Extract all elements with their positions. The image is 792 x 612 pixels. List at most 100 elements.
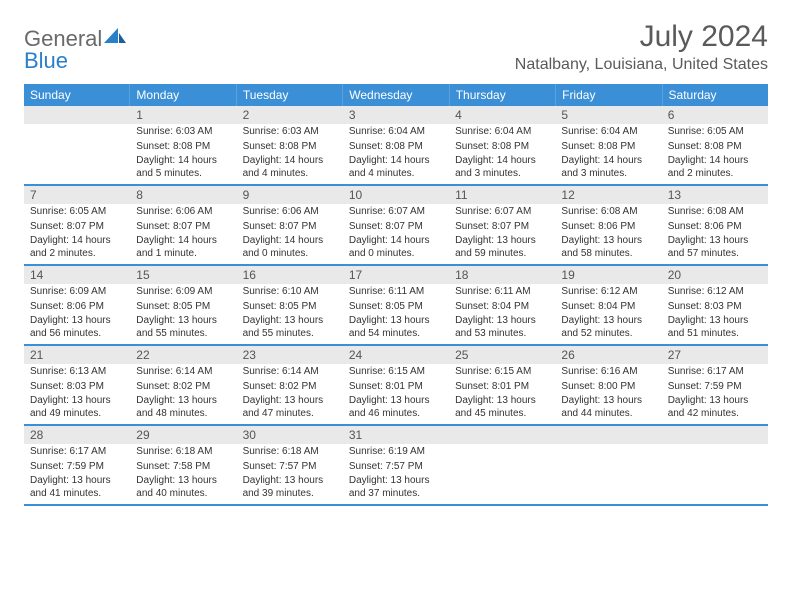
day-cell: 5Sunrise: 6:04 AMSunset: 8:08 PMDaylight… — [555, 106, 661, 184]
brand-part2: Blue — [24, 48, 68, 74]
day-number: 20 — [662, 266, 768, 284]
day-number: 14 — [24, 266, 130, 284]
day-number: 27 — [662, 346, 768, 364]
day-cell: 29Sunrise: 6:18 AMSunset: 7:58 PMDayligh… — [130, 426, 236, 504]
day-cell: 19Sunrise: 6:12 AMSunset: 8:04 PMDayligh… — [555, 266, 661, 344]
day-header: Monday — [130, 84, 236, 106]
day-detail-line: Daylight: 13 hours and 54 minutes. — [343, 313, 449, 340]
day-detail-line: Sunset: 7:59 PM — [662, 379, 768, 394]
day-cell: 17Sunrise: 6:11 AMSunset: 8:05 PMDayligh… — [343, 266, 449, 344]
week-row: 28Sunrise: 6:17 AMSunset: 7:59 PMDayligh… — [24, 426, 768, 506]
day-number: 25 — [449, 346, 555, 364]
day-detail-line: Daylight: 14 hours and 0 minutes. — [343, 233, 449, 260]
week-row: 1Sunrise: 6:03 AMSunset: 8:08 PM Daylight… — [24, 106, 768, 186]
day-number: 1 — [130, 106, 236, 124]
day-number — [449, 426, 555, 444]
day-detail-line: Sunrise: 6:19 AM — [343, 444, 449, 459]
day-detail-line: Daylight: 14 hours and 2 minutes. — [24, 233, 130, 260]
day-number: 10 — [343, 186, 449, 204]
day-number: 13 — [662, 186, 768, 204]
day-cell: 2Sunrise: 6:03 AMSunset: 8:08 PMDaylight… — [237, 106, 343, 184]
day-detail-line: Sunrise: 6:04 AM — [343, 124, 449, 139]
day-detail-line: Sunrise: 6:10 AM — [237, 284, 343, 299]
day-cell: 27Sunrise: 6:17 AMSunset: 7:59 PMDayligh… — [662, 346, 768, 424]
day-cell: 12Sunrise: 6:08 AMSunset: 8:06 PMDayligh… — [555, 186, 661, 264]
day-detail-line: Sunset: 8:06 PM — [662, 219, 768, 234]
week-row: 7Sunrise: 6:05 AMSunset: 8:07 PMDaylight… — [24, 186, 768, 266]
day-number — [555, 426, 661, 444]
day-detail-line: Sunset: 8:05 PM — [343, 299, 449, 314]
day-detail-line: Sunset: 8:06 PM — [24, 299, 130, 314]
day-cell: 28Sunrise: 6:17 AMSunset: 7:59 PMDayligh… — [24, 426, 130, 504]
calendar: SundayMondayTuesdayWednesdayThursdayFrid… — [24, 84, 768, 506]
day-detail-line: Sunset: 8:01 PM — [343, 379, 449, 394]
day-detail-line: Daylight: 13 hours and 55 minutes. — [237, 313, 343, 340]
day-detail-line: Daylight: 13 hours and 45 minutes. — [449, 393, 555, 420]
day-detail-line: Sunset: 8:03 PM — [662, 299, 768, 314]
day-number: 3 — [343, 106, 449, 124]
day-number: 6 — [662, 106, 768, 124]
day-header: Sunday — [24, 84, 130, 106]
day-detail-line: Daylight: 13 hours and 59 minutes. — [449, 233, 555, 260]
day-cell: 9Sunrise: 6:06 AMSunset: 8:07 PMDaylight… — [237, 186, 343, 264]
day-detail-line: Sunset: 7:59 PM — [24, 459, 130, 474]
day-detail-line: Sunset: 8:04 PM — [449, 299, 555, 314]
day-detail-line: Sunrise: 6:03 AM — [130, 124, 236, 139]
day-detail-line: Sunset: 7:57 PM — [343, 459, 449, 474]
day-cell: 20Sunrise: 6:12 AMSunset: 8:03 PMDayligh… — [662, 266, 768, 344]
day-number — [24, 106, 130, 124]
day-header: Tuesday — [237, 84, 343, 106]
day-detail-line: Sunset: 8:02 PM — [130, 379, 236, 394]
week-row: 21Sunrise: 6:13 AMSunset: 8:03 PMDayligh… — [24, 346, 768, 426]
day-detail-line: Daylight: 13 hours and 53 minutes. — [449, 313, 555, 340]
day-detail-line: Sunrise: 6:18 AM — [237, 444, 343, 459]
day-cell: 13Sunrise: 6:08 AMSunset: 8:06 PMDayligh… — [662, 186, 768, 264]
day-detail-line: Sunset: 8:08 PM — [237, 139, 343, 154]
day-number: 11 — [449, 186, 555, 204]
day-detail-line: Daylight: 14 hours and 3 minutes. — [555, 153, 661, 180]
day-detail-line: Sunrise: 6:04 AM — [555, 124, 661, 139]
day-detail-line: Sunset: 7:57 PM — [237, 459, 343, 474]
day-cell: 10Sunrise: 6:07 AMSunset: 8:07 PMDayligh… — [343, 186, 449, 264]
day-detail-line: Sunrise: 6:08 AM — [555, 204, 661, 219]
day-cell: 7Sunrise: 6:05 AMSunset: 8:07 PMDaylight… — [24, 186, 130, 264]
day-number: 23 — [237, 346, 343, 364]
day-number: 24 — [343, 346, 449, 364]
day-detail-line: Sunset: 8:07 PM — [130, 219, 236, 234]
day-header: Saturday — [663, 84, 768, 106]
day-detail-line: Daylight: 13 hours and 44 minutes. — [555, 393, 661, 420]
day-detail-line: Sunset: 8:04 PM — [555, 299, 661, 314]
day-cell: 3Sunrise: 6:04 AMSunset: 8:08 PMDaylight… — [343, 106, 449, 184]
day-number: 5 — [555, 106, 661, 124]
day-detail-line: Sunrise: 6:13 AM — [24, 364, 130, 379]
day-detail-line: Sunrise: 6:15 AM — [449, 364, 555, 379]
day-number: 30 — [237, 426, 343, 444]
day-cell: 15Sunrise: 6:09 AMSunset: 8:05 PMDayligh… — [130, 266, 236, 344]
day-detail-line: Daylight: 13 hours and 49 minutes. — [24, 393, 130, 420]
month-title: July 2024 — [515, 20, 768, 54]
day-detail-line: Sunrise: 6:11 AM — [449, 284, 555, 299]
day-detail-line: Sunset: 8:07 PM — [449, 219, 555, 234]
day-detail-line: Daylight: 13 hours and 42 minutes. — [662, 393, 768, 420]
logo-sail-icon — [104, 26, 126, 52]
day-number: 29 — [130, 426, 236, 444]
day-detail-line: Sunrise: 6:14 AM — [130, 364, 236, 379]
day-cell: 26Sunrise: 6:16 AMSunset: 8:00 PMDayligh… — [555, 346, 661, 424]
day-number: 22 — [130, 346, 236, 364]
day-detail-line: Daylight: 13 hours and 58 minutes. — [555, 233, 661, 260]
day-detail-line: Sunrise: 6:11 AM — [343, 284, 449, 299]
day-detail-line: Daylight: 13 hours and 48 minutes. — [130, 393, 236, 420]
day-number: 17 — [343, 266, 449, 284]
day-cell: 8Sunrise: 6:06 AMSunset: 8:07 PMDaylight… — [130, 186, 236, 264]
day-detail-line: Sunrise: 6:07 AM — [343, 204, 449, 219]
day-detail-line: Sunset: 8:08 PM — [130, 139, 236, 154]
day-detail-line: Sunset: 8:02 PM — [237, 379, 343, 394]
day-detail-line: Sunrise: 6:03 AM — [237, 124, 343, 139]
day-number: 15 — [130, 266, 236, 284]
day-detail-line: Daylight: 13 hours and 52 minutes. — [555, 313, 661, 340]
day-detail-line: Daylight: 14 hours and 3 minutes. — [449, 153, 555, 180]
day-number: 21 — [24, 346, 130, 364]
day-number: 28 — [24, 426, 130, 444]
day-detail-line: Daylight: 13 hours and 41 minutes. — [24, 473, 130, 500]
day-header: Wednesday — [343, 84, 449, 106]
